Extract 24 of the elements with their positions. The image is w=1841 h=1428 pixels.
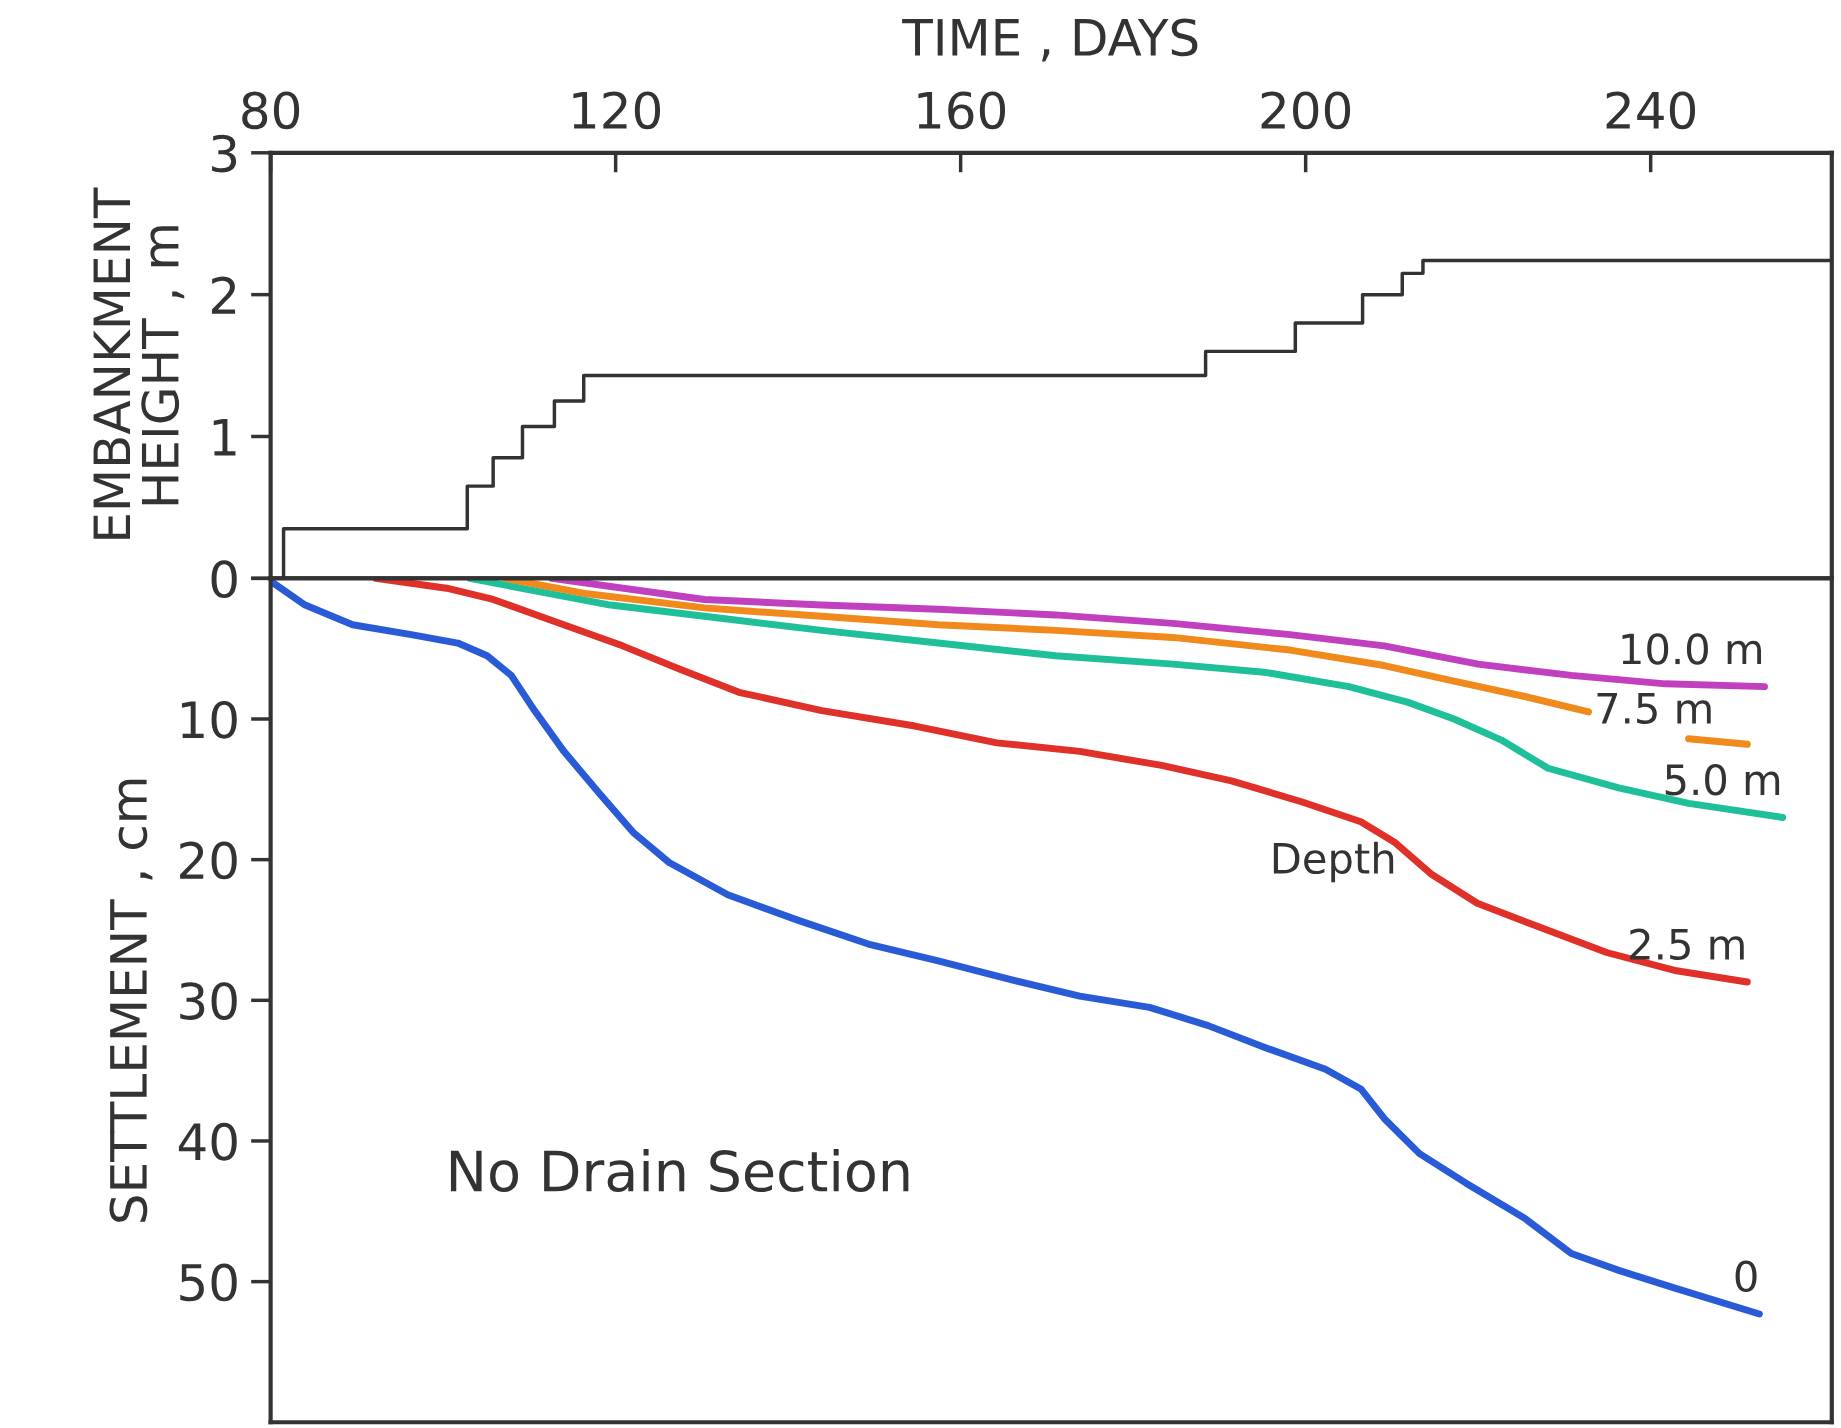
y-axis-title: SETTLEMENT , cm — [109, 779, 153, 1222]
annotation: Depth — [1273, 841, 1394, 883]
y-tick-label: 40 — [178, 1122, 237, 1161]
y-tick-label: 20 — [180, 841, 237, 880]
y-tick-label: 0 — [211, 560, 237, 599]
y-tick-label: 3 — [212, 134, 237, 173]
y-tick-label: 2 — [211, 276, 236, 314]
x-tick-label: 240 — [1606, 91, 1696, 130]
series-label: 2.5 m — [1630, 928, 1744, 961]
x-tick-label: 120 — [573, 91, 661, 130]
y-tick-label: 50 — [180, 1263, 237, 1302]
series-label: 7.5 m — [1597, 693, 1711, 725]
y-tick-label: 30 — [180, 982, 237, 1021]
series-label: 10.0 m — [1622, 633, 1761, 665]
series-label: 5.0 m — [1665, 763, 1780, 796]
chart-title: TIME , DAYS — [902, 18, 1198, 62]
x-tick-label: 80 — [242, 91, 300, 130]
x-tick-label: 160 — [918, 91, 1006, 130]
y-tick-label: 10 — [181, 700, 237, 739]
x-tick-label: 200 — [1261, 91, 1351, 130]
y-axis-title: EMBANKMENT HEIGHT , m — [93, 187, 185, 539]
series-label: 0 — [1735, 1260, 1757, 1293]
y-tick-label: 1 — [213, 419, 236, 456]
annotation: No Drain Section — [450, 1149, 909, 1193]
